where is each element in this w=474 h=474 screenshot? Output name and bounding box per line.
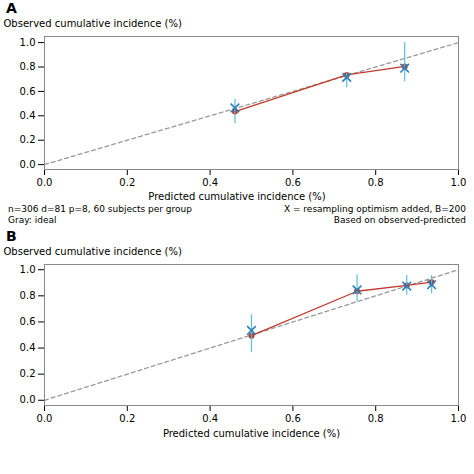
svg-text:0.8: 0.8 [20, 290, 36, 301]
svg-text:0.6: 0.6 [20, 86, 36, 97]
svg-text:0.2: 0.2 [119, 413, 135, 424]
svg-text:0.2: 0.2 [20, 368, 36, 379]
html-text:Predicted cumulative incidence: Predicted cumulative incidence (%) [148, 191, 326, 202]
svg-text:Observed cumulative incidence: Observed cumulative incidence (%) [4, 246, 183, 257]
html-text:X = resampling optimism added,: X = resampling optimism added, B=200 Bas… [283, 204, 466, 225]
svg-text:0.4: 0.4 [20, 342, 36, 353]
svg-text:0.4: 0.4 [202, 177, 218, 188]
html-text:B: B [6, 228, 17, 244]
svg-text:0.0: 0.0 [20, 394, 36, 405]
svg-text:0.6: 0.6 [285, 413, 301, 424]
svg-text:0.8: 0.8 [368, 177, 384, 188]
svg-text:Observed cumulative incidence: Observed cumulative incidence (%) [4, 18, 183, 29]
svg-text:Predicted cumulative incidence: Predicted cumulative incidence (%) [163, 428, 340, 439]
svg-text:0.8: 0.8 [368, 413, 384, 424]
svg-text:0.4: 0.4 [20, 110, 36, 121]
svg-text:1.0: 1.0 [451, 177, 467, 188]
svg-text:0.0: 0.0 [37, 177, 53, 188]
svg-text:1.0: 1.0 [451, 413, 467, 424]
svg-text:0.8: 0.8 [20, 61, 36, 72]
svg-text:1.0: 1.0 [20, 37, 36, 48]
svg-text:0.6: 0.6 [20, 316, 36, 327]
svg-text:0.0: 0.0 [37, 413, 53, 424]
svg-text:1.0: 1.0 [20, 264, 36, 275]
svg-text:0.6: 0.6 [285, 177, 301, 188]
html-text:A: A [6, 0, 17, 16]
svg-text:0.0: 0.0 [20, 159, 36, 170]
svg-text:0.2: 0.2 [119, 177, 135, 188]
svg-text:0.2: 0.2 [20, 134, 36, 145]
html-text:n=306 d=81 p=8, 60 subjects pe: n=306 d=81 p=8, 60 subjects per group Gr… [8, 204, 192, 225]
svg-text:0.4: 0.4 [202, 413, 218, 424]
